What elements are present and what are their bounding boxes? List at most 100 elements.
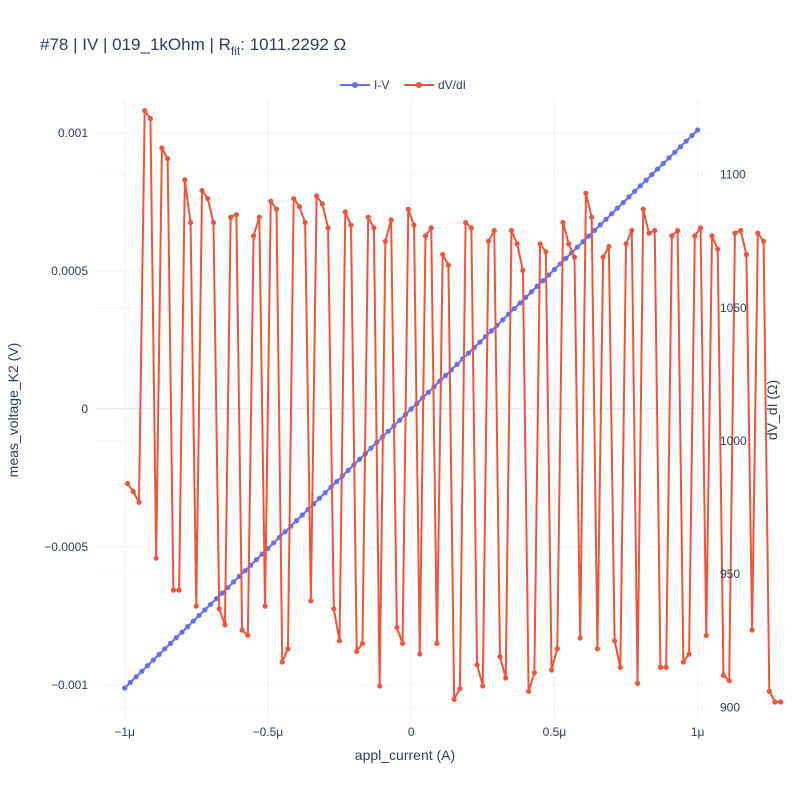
data-point-i-v [127,679,133,686]
series-i-v [122,127,701,691]
data-point-dv-di [428,225,434,231]
data-point-dv-di [760,238,767,244]
data-point-i-v [162,646,168,652]
data-point-dv-di [159,145,165,151]
y-right-tick-label-4: 900 [720,700,740,714]
y-left-axis-ticks: 0.001 0.0005 0 −0.0005 −0.001 [44,126,88,692]
chart-title: #78 | IV | 019_1kOhm | Rfit: 1011.2292 Ω [40,35,346,58]
data-point-i-v [500,317,506,323]
data-point-i-v [454,361,460,367]
data-point-dv-di [629,227,635,234]
y-right-tick-label-1: 1050 [720,301,747,315]
data-point-i-v [122,685,128,691]
data-point-dv-di [503,675,509,681]
data-point-dv-di [474,662,480,668]
legend-item-i-v[interactable]: I-V [340,78,389,92]
data-point-i-v [322,490,328,496]
data-point-dv-di [268,198,274,204]
legend-swatch-marker [352,82,358,88]
data-point-i-v [614,205,621,211]
data-point-dv-di [325,225,331,231]
data-point-dv-di [187,219,194,226]
data-point-i-v [282,529,288,535]
data-point-dv-di [623,241,629,247]
data-point-i-v [202,607,208,613]
x-axis-title: appl_current (A) [355,747,455,763]
data-point-i-v [368,445,374,451]
data-point-i-v [179,629,185,635]
data-point-dv-di [594,646,601,652]
data-point-i-v [546,272,552,278]
data-point-i-v [208,601,214,607]
data-point-dv-di [245,632,251,639]
data-point-i-v [150,657,156,663]
data-point-i-v [603,216,609,222]
data-point-dv-di [560,219,566,226]
legend-item-dv-di[interactable]: dV/dI [404,78,466,92]
data-point-dv-di [606,243,612,250]
data-point-dv-di [365,214,371,220]
legend[interactable]: I-V dV/dI [340,78,466,92]
data-point-dv-di [726,678,732,684]
data-point-dv-di [520,267,526,274]
data-point-dv-di [566,241,572,247]
data-point-dv-di [331,606,337,612]
data-point-dv-di [394,624,400,631]
data-point-dv-di [634,680,641,686]
data-point-dv-di [600,254,606,260]
data-point-i-v [626,194,632,200]
data-point-dv-di [617,664,623,670]
data-point-dv-di [279,659,285,665]
data-point-i-v [689,132,695,139]
data-point-dv-di [250,233,257,239]
data-point-dv-di [485,238,492,244]
y-left-axis-title: meas_voltage_K2 (V) [5,343,21,478]
y-right-tick-label-0: 1100 [720,168,746,182]
data-point-dv-di [296,203,303,210]
data-point-dv-di [405,206,411,212]
data-point-dv-di [130,488,136,495]
data-point-i-v [219,590,225,596]
data-point-dv-di [262,603,268,609]
data-point-i-v [190,618,197,624]
data-point-dv-di [377,683,383,689]
data-point-i-v [185,624,191,630]
data-point-dv-di [153,555,159,561]
data-point-i-v [425,389,431,395]
data-point-i-v [637,183,643,189]
data-point-i-v [620,199,626,206]
data-point-dv-di [434,640,440,647]
data-point-i-v [334,478,340,485]
data-point-i-v [167,640,174,646]
data-point-dv-di [336,638,343,644]
x-tick-label-0: −1μ [114,725,135,739]
data-point-i-v [563,255,569,261]
data-point-i-v [654,166,661,172]
data-point-i-v [156,651,162,658]
data-point-dv-di [646,230,652,236]
data-point-dv-di [508,227,515,234]
x-tick-label-4: 1μ [691,725,705,739]
data-point-i-v [465,350,472,356]
data-point-i-v [316,495,323,501]
data-point-dv-di [228,214,234,220]
x-tick-label-3: 0.5μ [543,725,567,739]
data-point-i-v [683,138,689,144]
data-point-i-v [385,428,391,434]
data-point-i-v [540,278,546,284]
data-point-dv-di [554,646,560,652]
data-point-dv-di [182,177,188,183]
y-left-tick-label-4: −0.001 [51,678,88,692]
legend-swatch-marker [416,82,422,88]
data-point-dv-di [480,683,486,689]
data-point-dv-di [680,659,686,665]
data-point-dv-di [589,214,595,220]
data-point-i-v [586,233,592,239]
x-tick-label-1: −0.5μ [253,725,284,739]
data-point-dv-di [354,648,360,655]
data-point-dv-di [440,251,446,258]
y-left-tick-label-0: 0.001 [58,126,88,140]
data-point-dv-di [210,219,217,226]
data-point-i-v [225,584,231,591]
data-point-dv-di [371,225,377,231]
